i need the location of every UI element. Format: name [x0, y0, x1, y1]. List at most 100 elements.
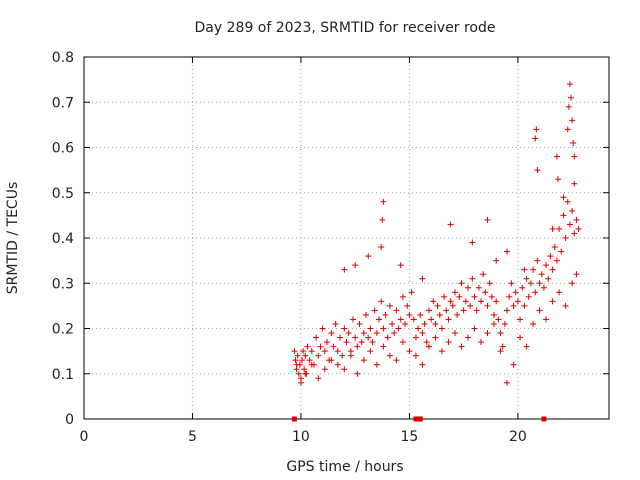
data-point	[386, 352, 393, 359]
data-point	[454, 311, 461, 318]
data-point	[573, 216, 580, 223]
data-point	[404, 302, 411, 309]
data-point	[493, 298, 500, 305]
x-tick-label: 10	[292, 429, 310, 445]
data-point	[570, 139, 577, 146]
data-point	[538, 271, 545, 278]
data-point	[569, 117, 576, 124]
data-point	[367, 348, 374, 355]
data-point	[493, 257, 500, 264]
data-point	[530, 320, 537, 327]
data-point	[317, 343, 324, 350]
y-tick-label: 0.5	[52, 186, 74, 202]
data-point	[384, 334, 391, 341]
data-point	[447, 221, 454, 228]
data-point	[371, 307, 378, 314]
data-point	[475, 284, 482, 291]
data-point	[297, 379, 304, 386]
data-point	[412, 334, 419, 341]
data-point	[347, 352, 354, 359]
data-point	[480, 271, 487, 278]
data-point	[451, 330, 458, 337]
data-point	[363, 311, 370, 318]
data-point	[464, 284, 471, 291]
data-point	[352, 262, 359, 269]
data-point	[467, 302, 474, 309]
y-tick-label: 0.3	[52, 276, 74, 292]
data-points	[291, 81, 582, 422]
data-point	[443, 307, 450, 314]
data-point	[382, 311, 389, 318]
data-point	[525, 293, 532, 300]
data-point	[378, 244, 385, 251]
data-point	[501, 320, 508, 327]
data-point	[523, 343, 530, 350]
y-tick-label: 0.6	[52, 141, 74, 157]
data-point	[365, 334, 372, 341]
data-point	[417, 311, 424, 318]
data-point	[556, 289, 563, 296]
data-point	[562, 235, 569, 241]
data-point	[315, 352, 322, 359]
data-point	[341, 266, 348, 273]
data-point	[564, 198, 571, 205]
data-point	[389, 320, 396, 327]
data-point	[343, 339, 350, 346]
data-point	[397, 316, 404, 323]
data-point	[428, 316, 435, 323]
data-point	[510, 302, 517, 309]
data-point	[304, 343, 311, 350]
data-point	[380, 198, 387, 205]
y-tick-label: 0.4	[52, 231, 74, 247]
data-point	[354, 370, 361, 377]
data-point	[438, 348, 445, 355]
data-point	[315, 375, 322, 382]
zero-marker	[541, 416, 547, 422]
data-point	[341, 325, 348, 332]
data-point	[323, 339, 330, 346]
data-point	[504, 248, 511, 255]
data-point	[350, 316, 357, 323]
data-point	[462, 298, 469, 305]
data-point	[464, 334, 471, 341]
data-point	[406, 311, 413, 318]
y-axis-ticks: 0 0.1 0.2 0.3 0.4 0.5 0.6 0.7 0.8	[52, 50, 609, 428]
data-point	[488, 293, 495, 300]
data-point	[391, 330, 398, 337]
data-point	[478, 298, 485, 305]
x-axis-ticks: 0 5 10 15 20	[80, 57, 527, 445]
data-point	[562, 302, 569, 309]
data-point	[301, 366, 308, 373]
data-point	[491, 320, 498, 327]
data-point	[430, 298, 437, 305]
data-point	[555, 176, 562, 183]
data-point	[445, 339, 452, 346]
data-point	[360, 330, 367, 337]
data-point	[295, 370, 302, 377]
data-point	[456, 293, 463, 300]
data-point	[553, 257, 560, 264]
data-point	[523, 275, 530, 282]
data-point	[484, 330, 491, 337]
data-point	[573, 271, 580, 278]
data-point	[386, 302, 393, 309]
data-point	[484, 216, 491, 223]
data-point	[339, 352, 346, 359]
data-point	[432, 334, 439, 341]
data-point	[460, 307, 467, 314]
y-tick-label: 0.7	[52, 95, 74, 111]
data-point	[438, 325, 445, 332]
data-point	[534, 257, 541, 264]
data-point	[321, 366, 328, 373]
data-point	[569, 207, 576, 214]
data-point	[380, 325, 387, 332]
data-point	[432, 320, 439, 327]
data-point	[406, 348, 413, 355]
y-tick-label: 0.2	[52, 322, 74, 338]
data-point	[291, 348, 298, 355]
data-point	[499, 343, 506, 350]
data-point	[415, 325, 422, 332]
data-point	[399, 339, 406, 346]
x-tick-label: 0	[80, 429, 89, 445]
data-point	[334, 361, 341, 368]
